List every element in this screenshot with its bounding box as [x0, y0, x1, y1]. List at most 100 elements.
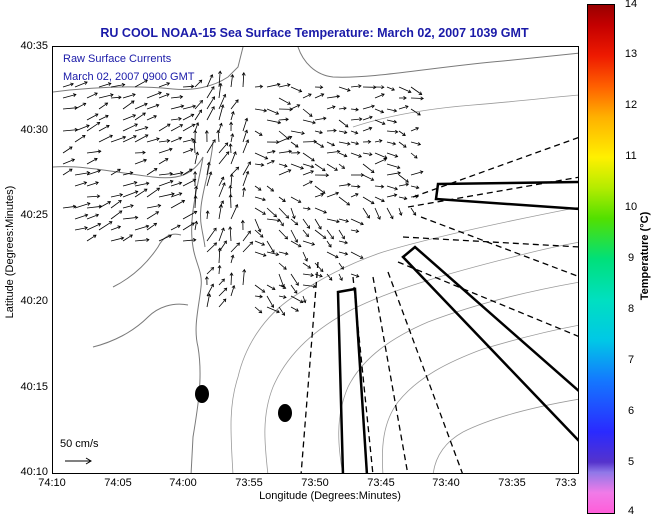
current-vector: [362, 127, 372, 132]
current-vector-head: [307, 206, 311, 211]
current-vector: [386, 185, 398, 190]
current-vector-head: [96, 194, 101, 199]
current-vector-head: [229, 121, 234, 126]
current-vector-head: [334, 254, 339, 259]
ytick-label: 40:15: [20, 381, 48, 393]
current-vector: [86, 113, 99, 121]
current-vector-head: [320, 93, 325, 97]
current-vector-head: [198, 109, 202, 113]
current-vector: [338, 86, 351, 91]
current-vector-head: [308, 113, 313, 117]
current-vector: [194, 186, 197, 198]
current-vector: [146, 138, 160, 143]
current-vector: [206, 74, 213, 88]
current-vector-head: [277, 120, 282, 125]
legend-currents-label: Raw Surface Currents: [63, 53, 172, 65]
current-vector-head: [192, 178, 197, 183]
current-vector-head: [97, 222, 102, 227]
current-vector: [398, 183, 409, 187]
current-vector: [146, 168, 158, 176]
current-vector-head: [133, 181, 138, 185]
current-vector: [218, 71, 221, 88]
current-vector: [206, 210, 209, 220]
current-vector-head: [319, 130, 323, 135]
colorbar-tick: 11: [625, 150, 637, 162]
current-vector-head: [282, 198, 286, 202]
current-vector: [74, 135, 86, 143]
current-vector-head: [144, 102, 148, 107]
xtick-label: 74:00: [169, 477, 197, 489]
current-vector-head: [308, 93, 312, 97]
wedge-east: [434, 180, 578, 211]
current-vector: [398, 141, 407, 148]
current-vector-head: [118, 210, 123, 214]
current-vector: [338, 196, 350, 206]
current-vector: [170, 200, 185, 209]
current-vector-head: [271, 249, 275, 254]
current-vector: [374, 108, 384, 113]
current-vector: [350, 229, 359, 232]
current-vector-head: [270, 188, 275, 192]
current-vector: [398, 196, 407, 200]
current-vector-head: [107, 201, 112, 205]
current-vector-head: [191, 123, 196, 128]
current-vector-head: [288, 135, 293, 140]
current-vector: [266, 119, 281, 124]
current-vector-head: [218, 70, 222, 74]
current-vector-head: [358, 154, 363, 158]
current-vector: [290, 141, 299, 148]
current-vector: [410, 207, 417, 216]
current-vector: [158, 158, 169, 165]
current-vector: [314, 218, 322, 230]
current-vector: [386, 194, 397, 198]
current-vector: [122, 172, 133, 176]
current-vector-head: [230, 254, 235, 259]
current-vector-head: [228, 193, 233, 198]
current-vector: [254, 207, 266, 215]
current-vector: [158, 93, 170, 99]
current-vector-head: [383, 158, 388, 162]
current-vector-head: [322, 235, 327, 239]
current-vector: [158, 123, 171, 132]
current-vector-head: [281, 312, 286, 316]
current-vector-head: [344, 123, 349, 128]
current-vector-head: [396, 165, 401, 170]
current-vector-head: [132, 93, 136, 97]
current-vector-head: [419, 170, 424, 175]
current-vector: [290, 86, 302, 92]
current-vector-head: [403, 96, 407, 100]
current-vector-head: [171, 192, 175, 197]
current-vector: [254, 152, 268, 160]
current-vector: [110, 96, 122, 99]
current-vector: [229, 226, 232, 242]
current-vector: [410, 86, 422, 95]
current-vector: [278, 84, 291, 88]
current-vector: [314, 117, 326, 121]
current-vector: [266, 306, 280, 313]
colorbar-tick: 10: [624, 201, 638, 213]
current-vector: [386, 141, 396, 145]
current-vector: [338, 229, 345, 240]
current-vector: [158, 82, 170, 88]
current-vector: [74, 227, 88, 231]
xtick-label: 73:45: [367, 477, 395, 489]
current-vector: [206, 227, 217, 242]
current-vector-head: [143, 158, 148, 163]
current-vector-head: [345, 219, 350, 223]
current-vector-head: [95, 181, 99, 185]
current-vector-head: [228, 143, 233, 147]
current-vector: [278, 295, 287, 298]
current-vector-head: [169, 179, 174, 184]
current-vector-head: [307, 265, 312, 269]
current-vector: [302, 251, 308, 262]
current-vector: [218, 142, 229, 154]
current-vector-head: [130, 204, 134, 208]
current-vector-head: [285, 215, 290, 219]
current-vector: [350, 108, 359, 111]
current-vector: [134, 134, 149, 143]
current-vector: [314, 229, 327, 239]
current-vector-head: [305, 233, 309, 238]
current-vector-head: [310, 170, 314, 174]
current-vector: [110, 194, 123, 198]
current-vector: [134, 159, 147, 165]
